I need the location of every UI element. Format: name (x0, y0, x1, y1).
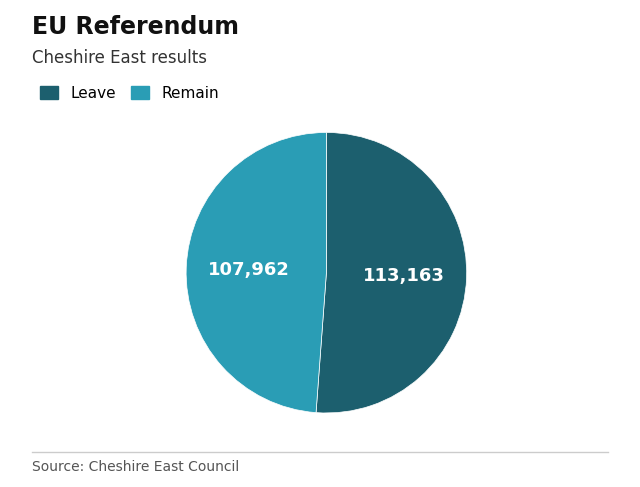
Text: 107,962: 107,962 (209, 261, 291, 279)
Wedge shape (316, 132, 467, 413)
Text: BBC: BBC (566, 463, 592, 477)
Text: Cheshire East results: Cheshire East results (32, 49, 207, 67)
Wedge shape (186, 132, 326, 412)
Legend: Leave, Remain: Leave, Remain (40, 86, 220, 101)
Text: 113,163: 113,163 (362, 266, 444, 284)
Text: Source: Cheshire East Council: Source: Cheshire East Council (32, 460, 239, 474)
Text: EU Referendum: EU Referendum (32, 15, 239, 38)
